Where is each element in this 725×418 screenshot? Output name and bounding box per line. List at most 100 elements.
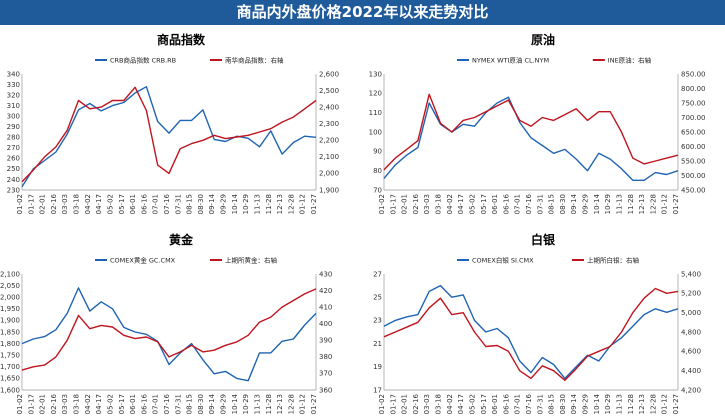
x-tick-label: 10-14 (593, 193, 601, 214)
x-tick-label: 12-28 (287, 394, 295, 414)
x-tick-label: 01-27 (310, 194, 318, 214)
x-tick-label: 09-14 (208, 193, 216, 214)
right-tick-label: 500.00 (681, 172, 706, 180)
x-tick-label: 02-01 (39, 194, 47, 214)
left-tick-label: 270 (7, 144, 20, 152)
right-tick-label: 5,200 (681, 290, 701, 298)
right-tick-label: 2,600 (319, 70, 339, 78)
x-tick-label: 06-16 (502, 393, 510, 414)
x-tick-label: 06-01 (491, 394, 499, 414)
x-tick-label: 01-27 (310, 394, 318, 414)
x-tick-label: 09-14 (208, 393, 216, 414)
x-tick-label: 03-03 (423, 394, 431, 414)
right-tick-label: 800.00 (681, 85, 706, 93)
legend-item-commodity-index-1: 南华商品指数：右轴 (210, 56, 284, 65)
x-tick-label: 04-17 (457, 194, 465, 214)
left-tick-label: 320 (7, 91, 20, 99)
x-tick-label: 11-28 (627, 194, 635, 214)
left-tick-label: 330 (7, 81, 20, 89)
x-tick-label: 03-18 (73, 194, 81, 214)
series-line-crude-oil-1 (383, 93, 679, 171)
x-tick-label: 07-31 (536, 194, 544, 214)
chart-silver: 白银 COMEX白银 SI.CMX 上期所白银：右轴 17 19 21 23 25 27 4,20… (373, 232, 701, 414)
x-tick-label: 04-02 (446, 394, 454, 414)
x-tick-label: 01-02 (16, 394, 24, 414)
left-tick-label: 310 (7, 102, 20, 110)
left-tick-label: 240 (7, 176, 20, 184)
legend-item-crude-oil-1: INE原油：右轴 (592, 56, 652, 65)
legend-label: NYMEX WTI原油 CL.NYM (472, 56, 549, 65)
left-tick-label: 100 (369, 128, 382, 136)
x-tick-label: 07-01 (514, 394, 522, 414)
x-tick-label: 04-02 (84, 394, 92, 414)
x-tick-label: 08-15 (548, 194, 556, 214)
x-tick-label: 08-30 (197, 394, 205, 414)
x-tick-label: 03-03 (61, 394, 69, 414)
x-tick-label: 12-13 (638, 194, 646, 214)
left-tick-label: 250 (7, 165, 20, 173)
right-tick-label: 2,300 (319, 120, 339, 128)
x-tick-label: 04-17 (95, 394, 103, 414)
legend-item-crude-oil-0: NYMEX WTI原油 CL.NYM (457, 56, 549, 65)
left-tick-label: 280 (7, 134, 20, 142)
legend-label: COMEX黄金 GC.CMX (110, 256, 176, 265)
x-tick-label: 02-01 (401, 394, 409, 414)
x-tick-label: 02-16 (412, 393, 420, 414)
left-tick-label: 110 (369, 109, 382, 117)
x-tick-label: 07-01 (152, 394, 160, 414)
x-tick-label: 07-01 (514, 194, 522, 214)
left-tick-label: 17 (373, 386, 382, 394)
left-tick-label: 130 (369, 70, 382, 78)
x-tick-label: 01-02 (378, 394, 386, 414)
legend-item-gold-0: COMEX黄金 GC.CMX (95, 256, 176, 265)
right-tick-label: 420 (319, 287, 332, 295)
x-tick-label: 03-03 (61, 194, 69, 214)
right-tick-label: 750.00 (681, 99, 706, 107)
legend-item-gold-1: 上期所黄金：右轴 (210, 256, 278, 265)
right-tick-label: 2,100 (319, 153, 339, 161)
chart-panel-silver: 白银 COMEX白银 SI.CMX 上期所白银：右轴 17 19 21 23 25 27 4,20… (362, 228, 724, 416)
x-tick-label: 01-17 (389, 194, 397, 214)
legend-item-silver-0: COMEX白银 SI.CMX (457, 256, 534, 265)
x-tick-label: 12-13 (276, 394, 284, 414)
left-tick-label: 25 (373, 294, 382, 302)
right-tick-label: 1,900 (319, 186, 339, 194)
x-tick-label: 09-29 (220, 394, 228, 414)
chart-gold: 黄金 COMEX黄金 GC.CMX 上期所黄金：右轴 1,600 1,650 1,700 1… (0, 232, 332, 414)
x-tick-label: 07-16 (163, 393, 171, 414)
x-tick-label: 01-17 (27, 394, 35, 414)
right-tick-label: 5,000 (681, 309, 701, 317)
chart-panel-crude-oil: 原油 NYMEX WTI原油 CL.NYM INE原油：右轴 70 80 90 100 110… (362, 28, 724, 216)
right-tick-label: 410 (319, 303, 332, 311)
x-tick-label: 05-17 (118, 394, 126, 414)
left-tick-label: 230 (7, 186, 20, 194)
right-tick-label: 4,800 (681, 328, 701, 336)
x-tick-label: 02-01 (39, 394, 47, 414)
left-tick-label: 2,100 (0, 270, 20, 278)
x-tick-label: 09-29 (582, 194, 590, 214)
x-tick-label: 06-16 (140, 193, 148, 214)
x-tick-label: 07-01 (152, 194, 160, 214)
left-tick-label: 1,950 (0, 305, 20, 313)
x-tick-label: 05-02 (468, 194, 476, 214)
right-tick-label: 2,000 (319, 170, 339, 178)
x-tick-label: 02-01 (401, 194, 409, 214)
x-tick-label: 09-14 (570, 193, 578, 214)
chart-panel-gold: 黄金 COMEX黄金 GC.CMX 上期所黄金：右轴 1,600 1,650 1,700 1… (0, 228, 362, 416)
left-tick-label: 120 (369, 90, 382, 98)
right-tick-label: 4,600 (681, 348, 701, 356)
left-tick-label: 1,600 (0, 386, 20, 394)
right-tick-label: 2,200 (319, 137, 339, 145)
x-tick-label: 02-16 (412, 193, 420, 214)
x-tick-label: 12-13 (638, 394, 646, 414)
x-tick-label: 11-28 (265, 394, 273, 414)
x-tick-label: 07-16 (163, 193, 171, 214)
right-tick-label: 2,400 (319, 103, 339, 111)
x-tick-label: 12-28 (649, 194, 657, 214)
left-tick-label: 2,050 (0, 282, 20, 290)
right-tick-label: 5,400 (681, 270, 701, 278)
left-tick-label: 70 (373, 186, 382, 194)
series-line-commodity-index-1 (21, 86, 317, 183)
right-tick-label: 650.00 (681, 128, 706, 136)
x-tick-label: 02-16 (50, 393, 58, 414)
